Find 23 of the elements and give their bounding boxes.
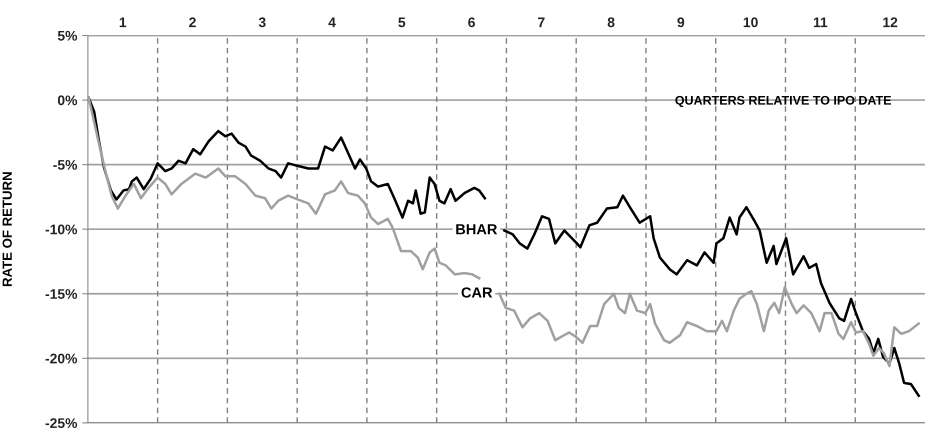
y-tick-label: 5%	[58, 30, 78, 41]
x-tick-label: 12	[883, 17, 898, 28]
series-label: BHAR	[456, 224, 498, 234]
x-tick-label: 4	[328, 18, 336, 28]
y-tick-label: -15%	[46, 289, 78, 299]
x-tick-label: 3	[258, 17, 266, 28]
y-tick-label: -20%	[46, 354, 78, 364]
series-label: CAR	[462, 287, 492, 298]
y-tick-label: -5%	[53, 160, 78, 170]
y-tick-label: 0%	[58, 95, 78, 106]
x-tick-label: 6	[468, 17, 475, 28]
x-tick-label: 2	[189, 17, 196, 28]
x-tick-label: 10	[744, 17, 758, 28]
x-tick-label: 1	[120, 18, 126, 28]
x-tick-label: 9	[677, 17, 684, 28]
x-tick-label: 11	[814, 18, 828, 28]
x-tick-label: 8	[608, 17, 615, 28]
y-tick-label: -25%	[46, 418, 78, 428]
x-tick-label: 5	[398, 18, 406, 28]
y-axis-title: RATE OF RETURN	[2, 172, 12, 286]
x-tick-label: 7	[538, 18, 545, 28]
y-tick-label: -10%	[46, 224, 78, 234]
annotation: QUARTERS RELATIVE TO IPO DATE	[675, 96, 892, 108]
